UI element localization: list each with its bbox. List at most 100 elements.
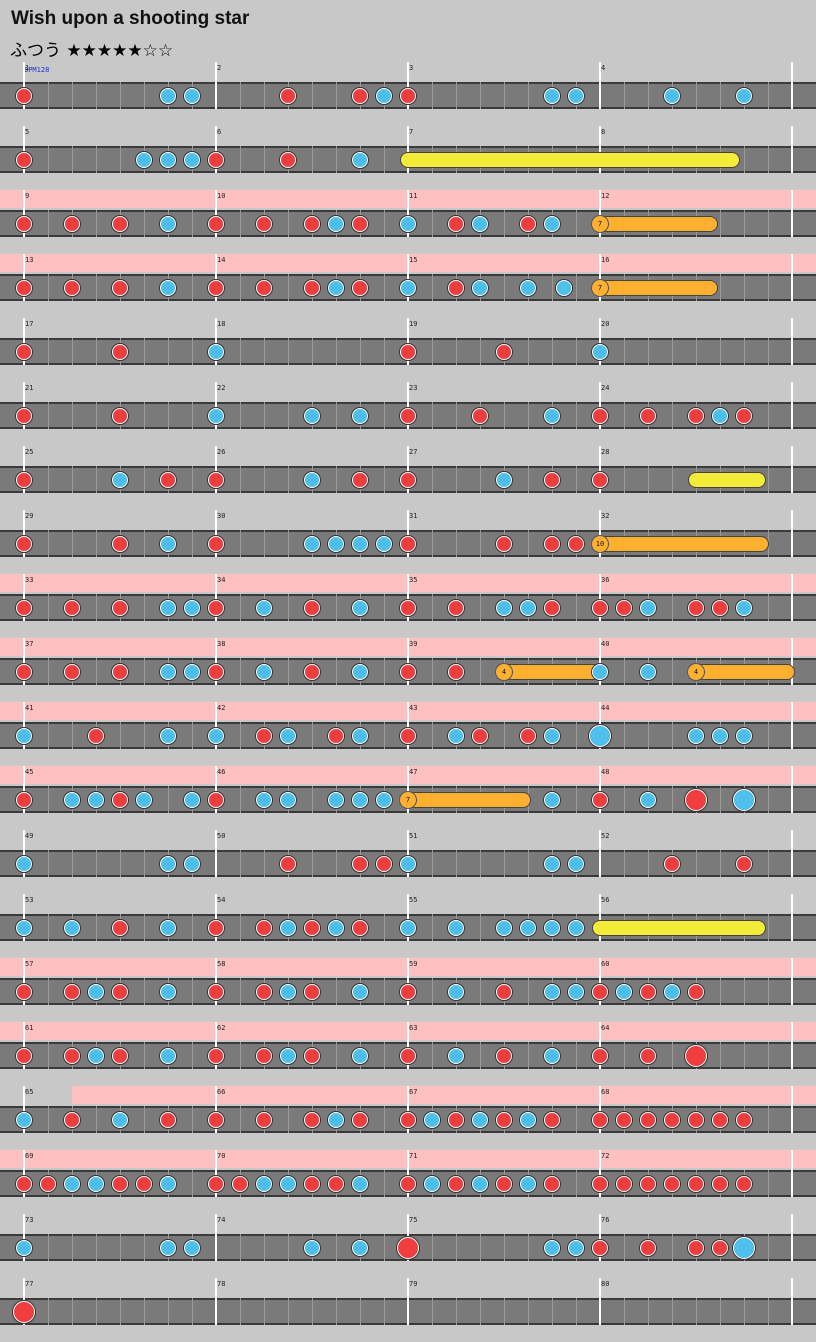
don-note <box>472 728 488 744</box>
beat-line <box>335 82 337 109</box>
beat-line <box>143 658 145 685</box>
beat-line <box>47 1234 49 1261</box>
beat-line <box>71 402 73 429</box>
measure-number: 17 <box>25 320 34 328</box>
measure-number: 74 <box>217 1216 226 1224</box>
measure-number: 45 <box>25 768 34 776</box>
beat-line <box>503 722 505 749</box>
big-don-note <box>13 1301 35 1323</box>
ka-note <box>280 1176 296 1192</box>
beat-line <box>335 466 337 493</box>
don-note <box>16 600 32 616</box>
measure-bar-line <box>407 382 409 429</box>
ka-note <box>544 1240 560 1256</box>
ka-note <box>280 920 296 936</box>
ka-note <box>280 728 296 744</box>
don-note <box>232 1176 248 1192</box>
ka-note <box>256 664 272 680</box>
beat-line <box>527 402 529 429</box>
measure-bar-line <box>23 958 25 1005</box>
beat-line <box>95 338 97 365</box>
measure-number: 42 <box>217 704 226 712</box>
measure-bar-line <box>791 190 793 237</box>
beat-line <box>71 850 73 877</box>
drumroll-count: 7 <box>592 280 608 296</box>
beat-line <box>143 1298 145 1325</box>
ka-note <box>208 728 224 744</box>
measure-bar-line <box>23 1086 25 1133</box>
don-note <box>664 1176 680 1192</box>
measure-number: 32 <box>601 512 610 520</box>
beat-line <box>503 274 505 301</box>
chart-row: 53 54 55 56 <box>0 894 816 958</box>
measure-number: 16 <box>601 256 610 264</box>
ka-note <box>544 728 560 744</box>
beat-line <box>431 1234 433 1261</box>
don-note <box>208 664 224 680</box>
measure-bar-line <box>215 1150 217 1197</box>
beat-line <box>383 1042 385 1069</box>
beat-line <box>623 658 625 685</box>
beat-line <box>383 1298 385 1325</box>
don-note <box>304 664 320 680</box>
measure-bar-line <box>791 126 793 173</box>
beat-line <box>527 1234 529 1261</box>
beat-line <box>575 338 577 365</box>
ka-note <box>304 472 320 488</box>
beat-line <box>287 1106 289 1133</box>
beat-line <box>143 978 145 1005</box>
don-note <box>16 152 32 168</box>
beat-line <box>119 82 121 109</box>
beat-line <box>311 338 313 365</box>
beat-line <box>527 1298 529 1325</box>
beat-line <box>119 1234 121 1261</box>
beat-line <box>767 274 769 301</box>
don-note <box>112 984 128 1000</box>
beat-line <box>71 1298 73 1325</box>
don-note <box>64 1112 80 1128</box>
don-note <box>208 984 224 1000</box>
beat-line <box>143 402 145 429</box>
beat-line <box>47 274 49 301</box>
don-note <box>688 1112 704 1128</box>
beat-line <box>647 850 649 877</box>
beat-line <box>263 146 265 173</box>
beat-line <box>143 722 145 749</box>
beat-line <box>431 82 433 109</box>
ka-note <box>160 216 176 232</box>
don-note <box>736 1112 752 1128</box>
measure-number: 67 <box>409 1088 418 1096</box>
measure-number: 39 <box>409 640 418 648</box>
beat-line <box>527 1042 529 1069</box>
beat-line <box>239 530 241 557</box>
ka-note <box>400 920 416 936</box>
measure-number: 77 <box>25 1280 34 1288</box>
don-note <box>496 984 512 1000</box>
beat-line <box>359 338 361 365</box>
beat-line <box>767 1170 769 1197</box>
beat-line <box>623 402 625 429</box>
beat-line <box>311 1298 313 1325</box>
measure-bar-line <box>407 510 409 557</box>
measure-bar-line <box>407 894 409 941</box>
measure-bar-line <box>23 702 25 749</box>
don-note <box>616 600 632 616</box>
don-note <box>544 536 560 552</box>
beat-line <box>575 402 577 429</box>
beat-line <box>527 338 529 365</box>
don-note <box>40 1176 56 1192</box>
beat-line <box>191 1042 193 1069</box>
beat-line <box>95 530 97 557</box>
ka-note <box>400 216 416 232</box>
gogo-time-band <box>72 1086 816 1104</box>
don-note <box>304 1176 320 1192</box>
beat-line <box>167 338 169 365</box>
beat-line <box>71 146 73 173</box>
measure-number: 14 <box>217 256 226 264</box>
don-note <box>112 792 128 808</box>
don-note <box>592 600 608 616</box>
beat-line <box>431 914 433 941</box>
ka-note <box>544 984 560 1000</box>
beat-line <box>719 82 721 109</box>
beat-line <box>455 402 457 429</box>
